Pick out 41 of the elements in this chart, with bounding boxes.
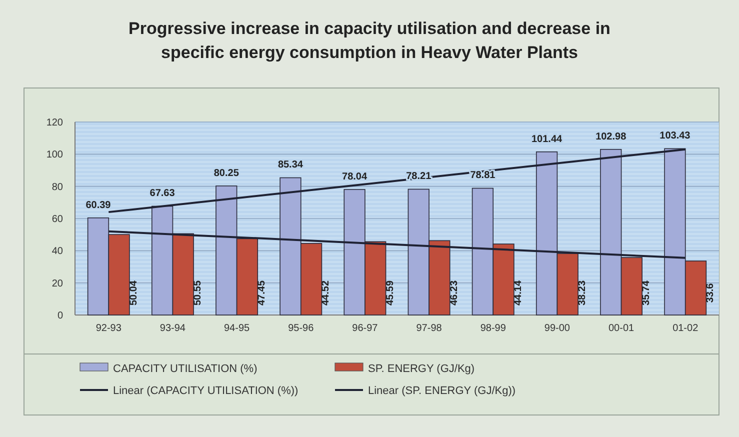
x-tick-label: 95-96 [288,323,314,334]
y-tick-label: 60 [52,214,64,225]
data-label: 80.25 [214,168,240,179]
y-tick-label: 20 [52,278,64,290]
data-label: 85.34 [278,160,304,171]
data-label: 45.59 [384,280,396,306]
chart-title: Progressive increase in capacity utilisation and decrease in specific energy consumption in Heavy Water Plants [128,19,610,62]
data-label: 50.04 [128,280,140,306]
data-label: 47.45 [256,280,268,306]
data-label: 38.23 [577,280,588,306]
y-tick-label: 40 [52,246,64,258]
y-tick-label: 100 [46,150,64,161]
x-tick-label: 92-93 [96,323,122,334]
y-tick-label: 80 [52,182,64,193]
x-tick-label: 94-95 [224,323,250,334]
data-label: 44.14 [512,280,524,306]
data-label: 60.39 [86,200,112,211]
y-tick-label: 120 [46,118,64,128]
data-label: 67.63 [150,188,176,200]
data-label: 103.43 [660,130,691,142]
data-label: 101.44 [531,134,563,145]
x-tick-label: 97-98 [416,323,442,334]
x-tick-label: 00-01 [608,323,635,334]
x-tick-label: 01-02 [672,323,699,334]
data-label: 44.52 [320,280,332,306]
legend-label: Linear (SP. ENERGY (GJ/Kg)) [368,385,516,397]
data-label: 33.6 [705,282,716,303]
legend-label: CAPACITY UTILISATION (%) [113,363,258,375]
x-tick-label: 99-00 [544,323,570,334]
data-label: 78.04 [342,171,368,182]
data-label: 78.81 [470,170,496,182]
x-tick-label: 96-97 [352,323,378,334]
y-tick-label: 0 [57,310,64,322]
legend-label: Linear (CAPACITY UTILISATION (%)) [113,385,298,397]
data-label: 46.23 [448,280,460,306]
x-tick-label: 98-99 [480,323,506,334]
legend-label: SP. ENERGY (GJ/Kg) [368,363,475,375]
data-label: 50.55 [192,280,204,306]
x-tick-label: 93-94 [160,323,186,334]
data-label: 102.98 [596,131,627,142]
data-label: 35.74 [641,280,652,306]
